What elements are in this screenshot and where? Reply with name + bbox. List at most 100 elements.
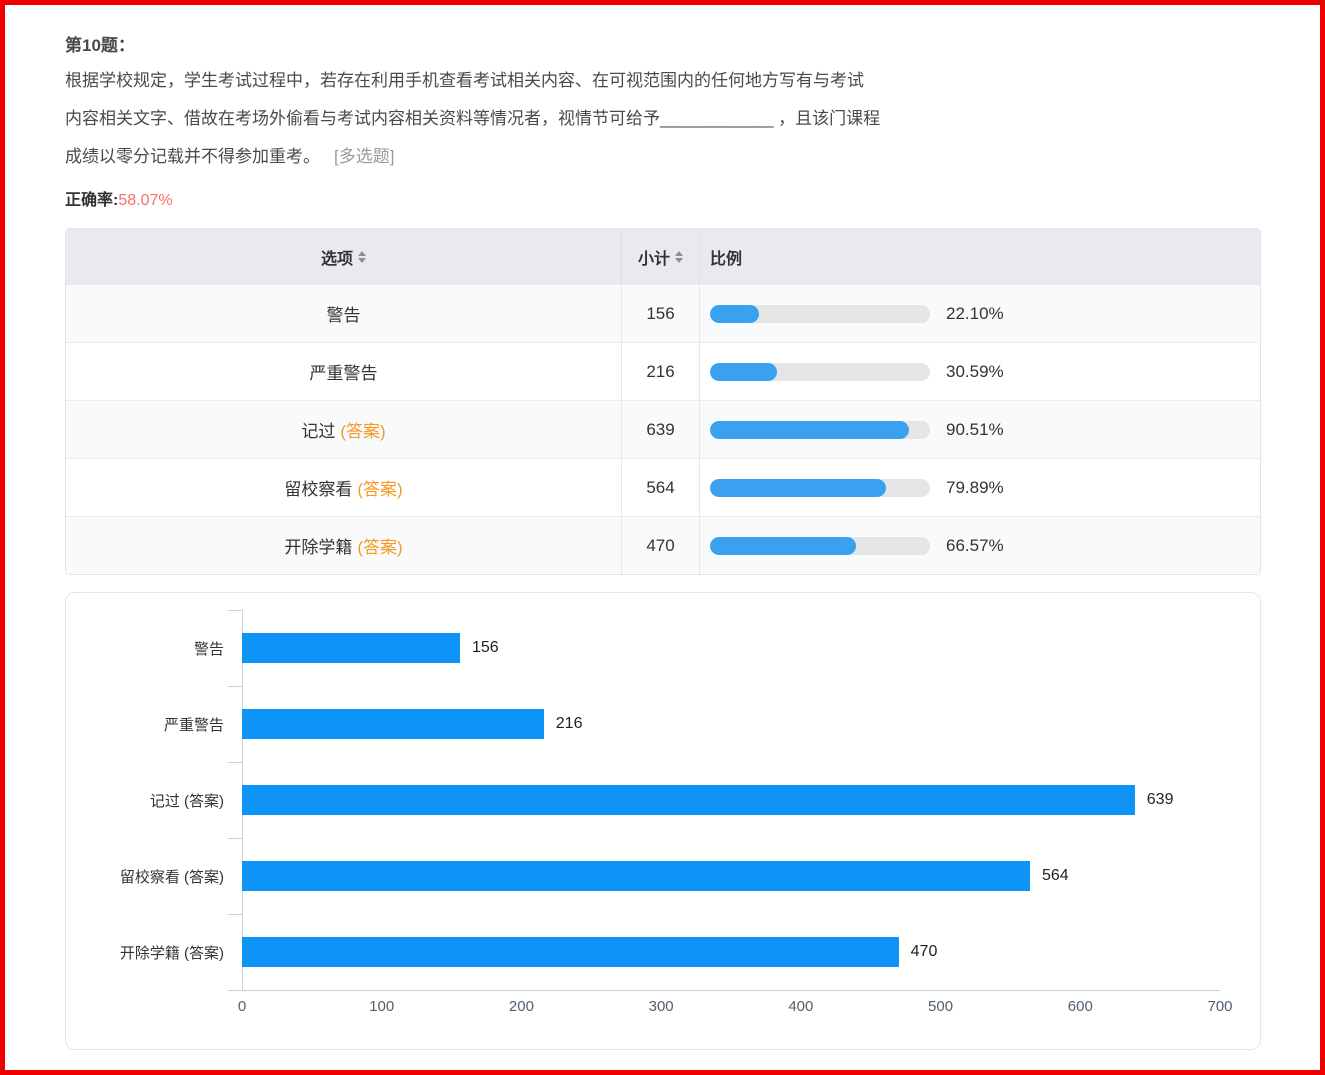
x-axis-tick-label: 700 [1207,998,1233,1015]
bar-zone: 470 [242,914,1220,990]
table-row: 开除学籍 (答案) 470 66.57% [66,516,1260,574]
progress-track [710,478,930,497]
option-label: 严重警告 [309,364,378,383]
question-number: 第10题： [65,36,135,55]
table-row: 记过 (答案) 639 90.51% [66,400,1260,458]
count-cell: 216 [622,343,700,400]
sort-icon[interactable] [675,250,683,263]
x-axis-tick-label: 0 [237,998,247,1015]
ratio-cell: 30.59% [700,343,1260,400]
ratio-cell: 90.51% [700,401,1260,458]
bar-value-label: 216 [555,715,583,732]
bar [242,937,899,967]
answer-tag: (答案) [340,422,386,441]
question-line: 内容相关文字、借故在考场外偷看与考试内容相关资料等情况者，视情节可给予_____… [65,109,881,128]
progress-fill [710,362,778,381]
sort-icon[interactable] [358,250,366,263]
chart-row: 记过 (答案) 639 [66,762,1220,838]
percent-label: 22.10% [946,303,1004,323]
option-label: 记过 [301,422,336,441]
chart-row: 开除学籍 (答案) 470 [66,914,1220,990]
column-header-count-label: 小计 [637,250,670,268]
y-axis-tick [228,610,242,611]
chart-row: 严重警告 216 [66,686,1220,762]
count-cell: 564 [622,459,700,516]
x-axis-tick-label: 600 [1067,998,1093,1015]
ratio-cell: 22.10% [700,285,1260,342]
answer-tag: (答案) [357,480,403,499]
accuracy-row: 正确率:58.07% [65,186,1261,210]
column-header-ratio-label: 比例 [710,250,743,268]
progress-track [710,304,930,323]
bar-zone: 639 [242,762,1220,838]
x-axis-tick-label: 500 [928,998,954,1015]
percent-label: 79.89% [946,477,1004,497]
chart-x-axis-line [228,990,1220,991]
option-label: 警告 [326,306,361,325]
category-label: 留校察看 (答案) [119,868,224,886]
percent-label: 30.59% [946,361,1004,381]
x-axis-tick-label: 100 [369,998,395,1015]
y-axis-tick [228,838,242,839]
x-axis-tick-label: 300 [648,998,674,1015]
ratio-cell: 66.57% [700,517,1260,574]
option-label: 开除学籍 [284,538,353,557]
option-cell: 留校察看 (答案) [66,459,622,516]
option-label: 留校察看 [284,480,353,499]
bar-value-label: 639 [1146,791,1174,808]
option-cell: 警告 [66,285,622,342]
category-label: 记过 (答案) [149,792,224,810]
x-axis-tick-label: 200 [508,998,534,1015]
bar-zone: 216 [242,686,1220,762]
x-axis-tick-label: 400 [788,998,814,1015]
bar [242,785,1135,815]
count-cell: 156 [622,285,700,342]
chart-row: 留校察看 (答案) 564 [66,838,1220,914]
percent-label: 90.51% [946,419,1004,439]
option-cell: 记过 (答案) [66,401,622,458]
option-cell: 严重警告 [66,343,622,400]
answer-tag: (答案) [357,538,403,557]
accuracy-label: 正确率: [65,192,119,209]
ratio-cell: 79.89% [700,459,1260,516]
table-header-row: 选项 小计 比例 [66,229,1260,284]
progress-fill [710,478,886,497]
chart-row: 警告 156 [66,610,1220,686]
percent-label: 66.57% [946,535,1004,555]
question-type-tag: [多选题] [334,147,395,166]
table-row: 严重警告 216 30.59% [66,342,1260,400]
column-header-option-label: 选项 [320,250,353,268]
table-row: 留校察看 (答案) 564 79.89% [66,458,1260,516]
option-cell: 开除学籍 (答案) [66,517,622,574]
column-header-option[interactable]: 选项 [66,229,622,284]
bar-value-label: 564 [1041,867,1069,884]
bar-chart-card: 警告 156 严重警告 216 记过 (答案) 639 留校察看 (答案) 564 开除学籍 (… [65,592,1261,1050]
bar-zone: 564 [242,838,1220,914]
chart-x-axis-labels: 0 100 200 300 400 500 600 700 [66,998,1260,1022]
category-label: 开除学籍 (答案) [119,944,224,962]
table-row: 警告 156 22.10% [66,284,1260,342]
chart-bars-area: 警告 156 严重警告 216 记过 (答案) 639 留校察看 (答案) 564 开除学籍 (… [66,610,1220,990]
progress-fill [710,304,759,323]
bar [242,709,544,739]
y-axis-tick [228,914,242,915]
question-text: 根据学校规定，学生考试过程中，若存在利用手机查看考试相关内容、在可视范围内的任何… [65,62,1261,176]
bar-zone: 156 [242,610,1220,686]
bar [242,861,1030,891]
question-line-text: 成绩以零分记载并不得参加重考。 [65,147,320,166]
progress-fill [710,536,857,555]
progress-fill [710,420,910,439]
category-label: 严重警告 [163,716,224,734]
column-header-count[interactable]: 小计 [622,229,700,284]
y-axis-tick [228,686,242,687]
progress-track [710,536,930,555]
progress-track [710,362,930,381]
question-stats-panel: 第10题： 根据学校规定，学生考试过程中，若存在利用手机查看考试相关内容、在可视… [5,5,1261,1050]
progress-track [710,420,930,439]
column-header-ratio: 比例 [700,229,1260,284]
question-line: 根据学校规定，学生考试过程中，若存在利用手机查看考试相关内容、在可视范围内的任何… [65,71,864,90]
accuracy-value: 58.07% [118,192,173,209]
bar-value-label: 470 [910,943,938,960]
y-axis-tick [228,762,242,763]
